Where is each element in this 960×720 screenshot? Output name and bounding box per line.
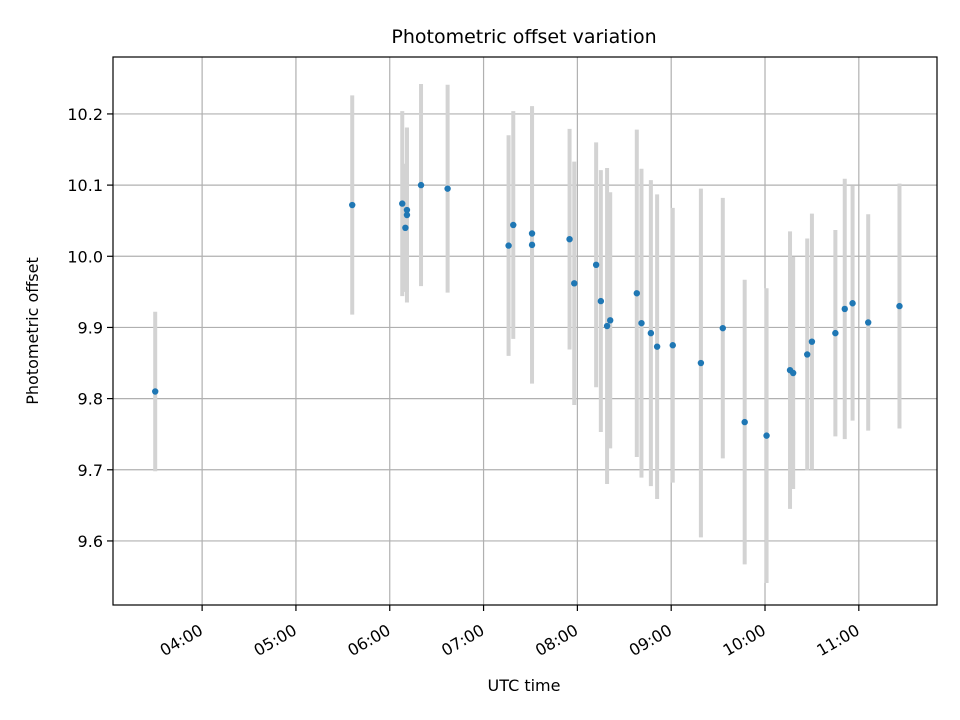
data-point — [841, 305, 848, 313]
data-point — [647, 329, 655, 337]
data-point — [653, 343, 661, 350]
data-point — [669, 342, 676, 349]
data-point — [638, 319, 645, 327]
data-point — [808, 338, 816, 345]
data-point — [763, 432, 770, 439]
data-points — [152, 181, 903, 439]
data-point — [832, 329, 839, 337]
data-point — [152, 388, 159, 395]
data-point — [789, 369, 797, 377]
data-point — [865, 319, 872, 326]
data-point — [719, 324, 726, 332]
data-point — [505, 242, 512, 249]
y-tick-label: 10.2 — [67, 105, 103, 124]
data-point — [403, 206, 411, 214]
y-axis-title: Photometric offset — [23, 257, 42, 405]
y-tick-label: 9.7 — [78, 461, 103, 480]
plot-frame — [112, 56, 938, 606]
data-point — [597, 297, 605, 305]
x-axis-title: UTC time — [488, 676, 561, 695]
data-point — [403, 211, 411, 219]
data-point — [510, 221, 517, 229]
data-point — [741, 418, 748, 426]
data-point — [399, 200, 406, 207]
data-point — [402, 224, 409, 232]
data-point — [349, 201, 356, 209]
data-point — [528, 241, 536, 249]
data-point — [417, 181, 425, 189]
data-point — [603, 322, 611, 330]
y-tick-label: 10.0 — [67, 247, 103, 266]
data-point — [444, 185, 451, 192]
data-point — [896, 302, 903, 310]
data-point — [607, 317, 614, 324]
chart-title: Photometric offset variation — [391, 26, 656, 48]
data-point — [633, 290, 640, 297]
y-tick-label: 9.8 — [78, 390, 103, 409]
data-point — [804, 351, 811, 358]
data-point — [528, 230, 536, 237]
data-point — [849, 300, 856, 307]
data-point — [592, 261, 600, 269]
data-point — [566, 235, 573, 243]
y-tick-label: 10.1 — [67, 176, 103, 195]
data-point — [571, 280, 578, 287]
y-axis-ticks: 9.6 9.7 9.8 9.9 10.0 10.1 10.2 — [67, 105, 113, 551]
y-tick-label: 9.9 — [78, 318, 103, 337]
data-point — [697, 359, 705, 367]
y-tick-label: 9.6 — [78, 532, 103, 551]
